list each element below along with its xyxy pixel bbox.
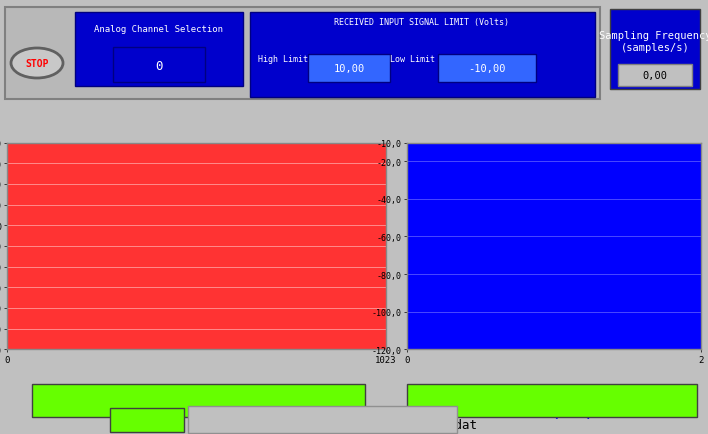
Text: RECEIVED INPUT SIGNAL LIMIT (Volts): RECEIVED INPUT SIGNAL LIMIT (Volts) (334, 17, 510, 26)
Ellipse shape (11, 49, 63, 79)
Text: STOP: STOP (25, 59, 49, 69)
Text: Low Limit: Low Limit (389, 54, 435, 63)
Text: Received Power (dBm): Received Power (dBm) (426, 405, 594, 419)
Bar (610, 10, 700, 90)
Text: c:\measurements\test.dat: c:\measurements\test.dat (298, 418, 478, 431)
Bar (113, 48, 205, 83)
Text: 0: 0 (155, 59, 163, 72)
Bar (308, 55, 390, 83)
Bar (438, 55, 536, 83)
Text: Sampling Frequency
(samples/s): Sampling Frequency (samples/s) (599, 31, 708, 53)
Text: Analog Channel Selection: Analog Channel Selection (94, 26, 224, 34)
Text: -10,00: -10,00 (468, 64, 506, 74)
Bar (75, 13, 243, 87)
Text: Received Signal (Volts): Received Signal (Volts) (98, 405, 291, 419)
Text: 0,00: 0,00 (642, 71, 668, 81)
Bar (5, 8, 600, 100)
Bar (618, 65, 692, 87)
Text: Filename :: Filename : (110, 418, 185, 431)
Text: 10,00: 10,00 (333, 64, 365, 74)
Bar (250, 13, 595, 98)
Text: High Limit: High Limit (258, 54, 308, 63)
